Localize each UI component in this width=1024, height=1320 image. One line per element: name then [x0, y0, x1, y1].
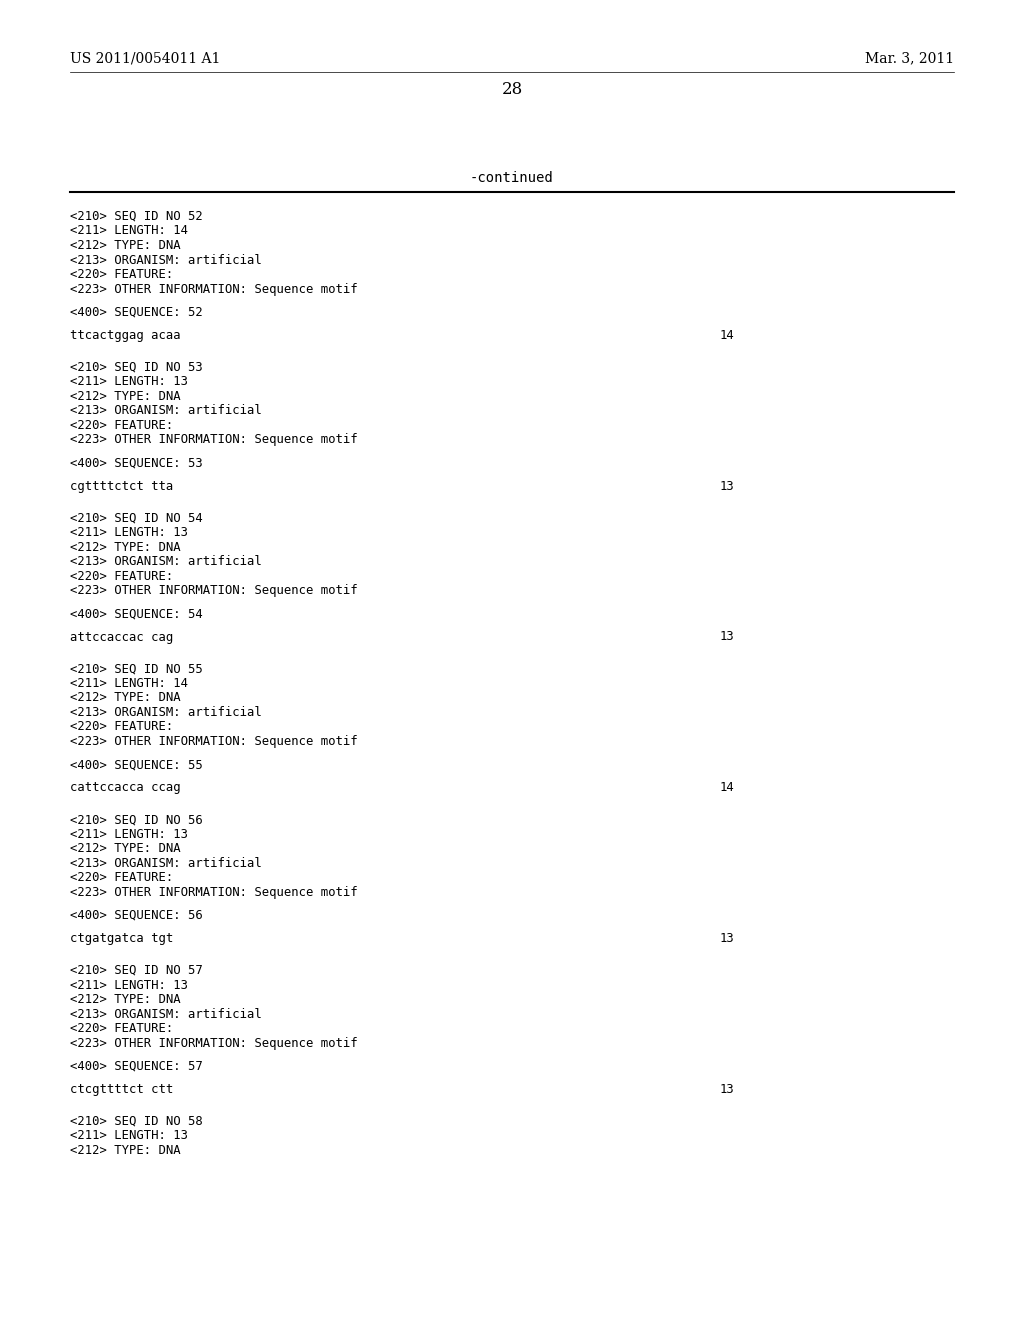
- Text: 13: 13: [720, 631, 735, 644]
- Text: <212> TYPE: DNA: <212> TYPE: DNA: [70, 993, 180, 1006]
- Text: <211> LENGTH: 13: <211> LENGTH: 13: [70, 828, 188, 841]
- Text: <220> FEATURE:: <220> FEATURE:: [70, 570, 173, 582]
- Text: <213> ORGANISM: artificial: <213> ORGANISM: artificial: [70, 556, 262, 568]
- Text: <220> FEATURE:: <220> FEATURE:: [70, 418, 173, 432]
- Text: <211> LENGTH: 13: <211> LENGTH: 13: [70, 375, 188, 388]
- Text: -continued: -continued: [470, 172, 554, 185]
- Text: <212> TYPE: DNA: <212> TYPE: DNA: [70, 692, 180, 705]
- Text: <223> OTHER INFORMATION: Sequence motif: <223> OTHER INFORMATION: Sequence motif: [70, 433, 357, 446]
- Text: <220> FEATURE:: <220> FEATURE:: [70, 268, 173, 281]
- Text: <210> SEQ ID NO 56: <210> SEQ ID NO 56: [70, 813, 203, 826]
- Text: <223> OTHER INFORMATION: Sequence motif: <223> OTHER INFORMATION: Sequence motif: [70, 583, 357, 597]
- Text: cattccacca ccag: cattccacca ccag: [70, 781, 180, 795]
- Text: <213> ORGANISM: artificial: <213> ORGANISM: artificial: [70, 706, 262, 719]
- Text: <400> SEQUENCE: 52: <400> SEQUENCE: 52: [70, 306, 203, 318]
- Text: <223> OTHER INFORMATION: Sequence motif: <223> OTHER INFORMATION: Sequence motif: [70, 735, 357, 748]
- Text: <400> SEQUENCE: 55: <400> SEQUENCE: 55: [70, 758, 203, 771]
- Text: 14: 14: [720, 781, 735, 795]
- Text: <211> LENGTH: 14: <211> LENGTH: 14: [70, 677, 188, 690]
- Text: cgttttctct tta: cgttttctct tta: [70, 479, 173, 492]
- Text: <220> FEATURE:: <220> FEATURE:: [70, 721, 173, 734]
- Text: <210> SEQ ID NO 52: <210> SEQ ID NO 52: [70, 210, 203, 223]
- Text: <211> LENGTH: 13: <211> LENGTH: 13: [70, 1130, 188, 1142]
- Text: <220> FEATURE:: <220> FEATURE:: [70, 1022, 173, 1035]
- Text: <212> TYPE: DNA: <212> TYPE: DNA: [70, 239, 180, 252]
- Text: <400> SEQUENCE: 56: <400> SEQUENCE: 56: [70, 909, 203, 921]
- Text: <213> ORGANISM: artificial: <213> ORGANISM: artificial: [70, 857, 262, 870]
- Text: US 2011/0054011 A1: US 2011/0054011 A1: [70, 51, 220, 65]
- Text: <212> TYPE: DNA: <212> TYPE: DNA: [70, 1144, 180, 1156]
- Text: <400> SEQUENCE: 54: <400> SEQUENCE: 54: [70, 607, 203, 620]
- Text: <210> SEQ ID NO 54: <210> SEQ ID NO 54: [70, 512, 203, 524]
- Text: ttcactggag acaa: ttcactggag acaa: [70, 329, 180, 342]
- Text: <211> LENGTH: 13: <211> LENGTH: 13: [70, 527, 188, 539]
- Text: <223> OTHER INFORMATION: Sequence motif: <223> OTHER INFORMATION: Sequence motif: [70, 886, 357, 899]
- Text: <211> LENGTH: 13: <211> LENGTH: 13: [70, 978, 188, 991]
- Text: 28: 28: [502, 82, 522, 99]
- Text: 13: 13: [720, 479, 735, 492]
- Text: <223> OTHER INFORMATION: Sequence motif: <223> OTHER INFORMATION: Sequence motif: [70, 1036, 357, 1049]
- Text: <213> ORGANISM: artificial: <213> ORGANISM: artificial: [70, 404, 262, 417]
- Text: <213> ORGANISM: artificial: <213> ORGANISM: artificial: [70, 253, 262, 267]
- Text: <400> SEQUENCE: 53: <400> SEQUENCE: 53: [70, 457, 203, 470]
- Text: <210> SEQ ID NO 58: <210> SEQ ID NO 58: [70, 1115, 203, 1127]
- Text: attccaccac cag: attccaccac cag: [70, 631, 173, 644]
- Text: <211> LENGTH: 14: <211> LENGTH: 14: [70, 224, 188, 238]
- Text: <212> TYPE: DNA: <212> TYPE: DNA: [70, 389, 180, 403]
- Text: <220> FEATURE:: <220> FEATURE:: [70, 871, 173, 884]
- Text: <210> SEQ ID NO 57: <210> SEQ ID NO 57: [70, 964, 203, 977]
- Text: <210> SEQ ID NO 53: <210> SEQ ID NO 53: [70, 360, 203, 374]
- Text: <210> SEQ ID NO 55: <210> SEQ ID NO 55: [70, 663, 203, 676]
- Text: 13: 13: [720, 1082, 735, 1096]
- Text: 13: 13: [720, 932, 735, 945]
- Text: <400> SEQUENCE: 57: <400> SEQUENCE: 57: [70, 1060, 203, 1073]
- Text: <213> ORGANISM: artificial: <213> ORGANISM: artificial: [70, 1007, 262, 1020]
- Text: 14: 14: [720, 329, 735, 342]
- Text: Mar. 3, 2011: Mar. 3, 2011: [865, 51, 954, 65]
- Text: ctgatgatca tgt: ctgatgatca tgt: [70, 932, 173, 945]
- Text: <212> TYPE: DNA: <212> TYPE: DNA: [70, 842, 180, 855]
- Text: <223> OTHER INFORMATION: Sequence motif: <223> OTHER INFORMATION: Sequence motif: [70, 282, 357, 296]
- Text: <212> TYPE: DNA: <212> TYPE: DNA: [70, 541, 180, 553]
- Text: ctcgttttct ctt: ctcgttttct ctt: [70, 1082, 173, 1096]
